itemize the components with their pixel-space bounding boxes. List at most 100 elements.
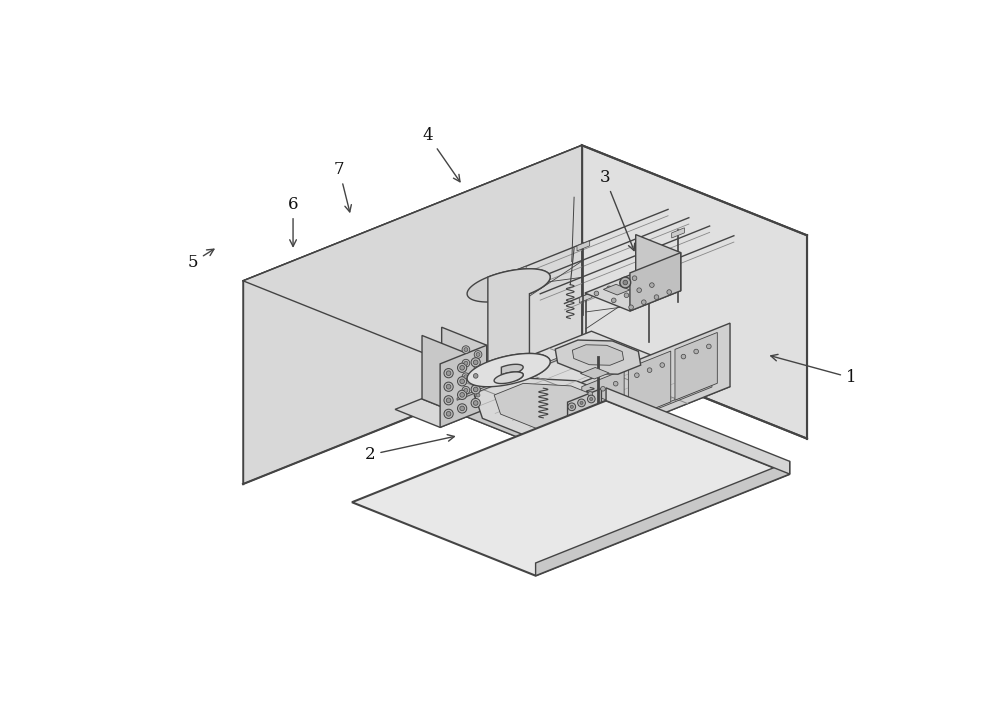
Circle shape: [473, 387, 478, 392]
Circle shape: [473, 373, 478, 378]
Circle shape: [471, 358, 480, 367]
Polygon shape: [630, 253, 681, 311]
Polygon shape: [467, 269, 550, 302]
Circle shape: [462, 373, 470, 381]
Circle shape: [620, 281, 624, 285]
Polygon shape: [467, 354, 550, 387]
Circle shape: [464, 348, 468, 351]
Polygon shape: [603, 284, 630, 295]
Circle shape: [473, 360, 478, 365]
Polygon shape: [422, 331, 730, 454]
Polygon shape: [422, 335, 561, 454]
Circle shape: [568, 403, 576, 410]
Circle shape: [471, 371, 480, 381]
Circle shape: [458, 404, 467, 413]
Polygon shape: [474, 378, 636, 442]
Circle shape: [578, 399, 585, 407]
Circle shape: [580, 413, 583, 416]
Polygon shape: [494, 372, 523, 383]
Polygon shape: [643, 267, 656, 277]
Circle shape: [444, 395, 453, 405]
Text: 3: 3: [600, 169, 635, 251]
Polygon shape: [442, 327, 487, 409]
Polygon shape: [582, 146, 807, 439]
Circle shape: [464, 388, 468, 392]
Circle shape: [629, 305, 633, 310]
Circle shape: [647, 368, 652, 373]
Polygon shape: [628, 351, 671, 419]
Circle shape: [446, 384, 451, 389]
Polygon shape: [317, 310, 498, 383]
Circle shape: [580, 401, 583, 405]
Circle shape: [570, 428, 573, 431]
Circle shape: [473, 400, 478, 405]
Polygon shape: [568, 388, 601, 444]
Circle shape: [446, 371, 451, 376]
Circle shape: [444, 409, 453, 418]
Circle shape: [681, 354, 686, 359]
Polygon shape: [561, 323, 730, 454]
Polygon shape: [582, 370, 624, 437]
Polygon shape: [636, 234, 681, 290]
Circle shape: [660, 363, 665, 367]
Circle shape: [464, 361, 468, 365]
Polygon shape: [675, 332, 717, 400]
Circle shape: [578, 422, 585, 430]
Circle shape: [707, 344, 711, 349]
Circle shape: [623, 280, 628, 285]
Circle shape: [620, 277, 631, 288]
Text: 1: 1: [771, 354, 857, 386]
Polygon shape: [439, 346, 498, 383]
Circle shape: [444, 368, 453, 378]
Circle shape: [654, 295, 659, 300]
Circle shape: [476, 366, 480, 370]
Circle shape: [446, 412, 451, 416]
Circle shape: [641, 300, 646, 305]
Polygon shape: [352, 400, 790, 576]
Polygon shape: [457, 341, 601, 400]
Circle shape: [474, 364, 482, 372]
Circle shape: [607, 286, 611, 290]
Circle shape: [624, 293, 629, 297]
Circle shape: [601, 386, 605, 391]
Circle shape: [458, 377, 467, 386]
Polygon shape: [395, 391, 487, 427]
Polygon shape: [243, 146, 807, 371]
Polygon shape: [513, 266, 526, 276]
Circle shape: [464, 375, 468, 378]
Circle shape: [458, 391, 467, 400]
Text: 7: 7: [334, 161, 351, 212]
Circle shape: [613, 381, 618, 386]
Polygon shape: [672, 228, 684, 238]
Circle shape: [587, 418, 595, 426]
Circle shape: [588, 391, 593, 396]
Circle shape: [650, 283, 654, 288]
Polygon shape: [572, 345, 624, 365]
Text: 6: 6: [288, 196, 298, 246]
Polygon shape: [536, 462, 790, 576]
Polygon shape: [580, 368, 609, 379]
Circle shape: [471, 385, 480, 394]
Circle shape: [632, 276, 637, 280]
Circle shape: [570, 417, 573, 420]
Circle shape: [458, 363, 467, 372]
Circle shape: [568, 415, 576, 422]
Polygon shape: [243, 146, 582, 484]
Circle shape: [476, 393, 480, 397]
Circle shape: [460, 393, 464, 397]
Circle shape: [446, 398, 451, 403]
Circle shape: [476, 380, 480, 383]
Circle shape: [570, 405, 573, 408]
Circle shape: [460, 379, 464, 383]
Circle shape: [667, 290, 672, 295]
Circle shape: [635, 373, 639, 378]
Circle shape: [590, 409, 593, 412]
Text: 5: 5: [188, 249, 214, 271]
Circle shape: [611, 298, 616, 302]
Circle shape: [580, 424, 583, 427]
Circle shape: [578, 410, 585, 418]
Circle shape: [444, 382, 453, 391]
Circle shape: [460, 406, 464, 410]
Circle shape: [471, 398, 480, 408]
Polygon shape: [606, 388, 790, 474]
